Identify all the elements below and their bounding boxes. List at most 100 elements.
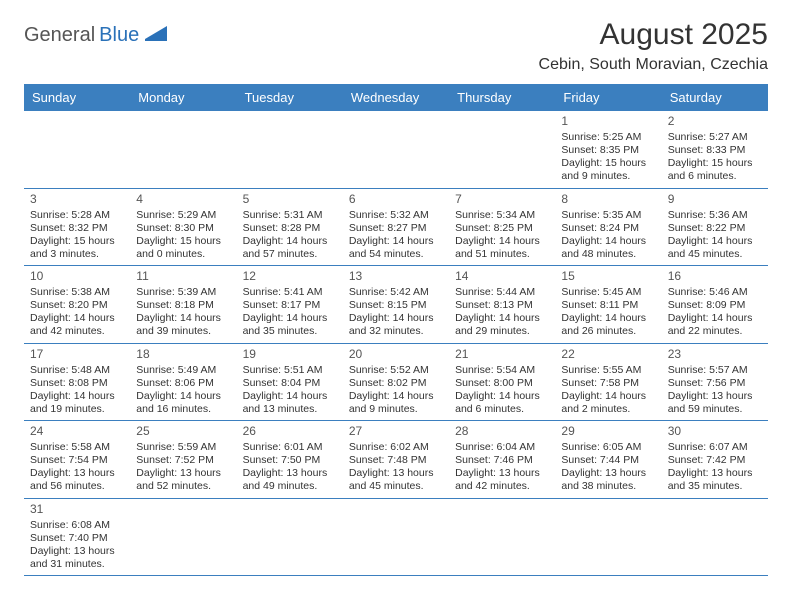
daylight-text: Daylight: 14 hours and 57 minutes. <box>243 235 337 261</box>
sunset-text: Sunset: 8:08 PM <box>30 377 124 390</box>
sunset-text: Sunset: 8:35 PM <box>561 144 655 157</box>
month-title: August 2025 <box>539 18 768 52</box>
day-cell: 24Sunrise: 5:58 AMSunset: 7:54 PMDayligh… <box>24 421 130 498</box>
day-number: 6 <box>349 192 443 207</box>
empty-cell <box>555 499 661 576</box>
day-number: 18 <box>136 347 230 362</box>
daylight-text: Daylight: 14 hours and 48 minutes. <box>561 235 655 261</box>
daylight-text: Daylight: 14 hours and 32 minutes. <box>349 312 443 338</box>
day-cell: 17Sunrise: 5:48 AMSunset: 8:08 PMDayligh… <box>24 344 130 421</box>
sunset-text: Sunset: 8:11 PM <box>561 299 655 312</box>
empty-cell <box>237 111 343 188</box>
daylight-text: Daylight: 14 hours and 35 minutes. <box>243 312 337 338</box>
day-cell: 31Sunrise: 6:08 AMSunset: 7:40 PMDayligh… <box>24 499 130 576</box>
weekday-header: Sunday <box>24 84 130 111</box>
day-number: 22 <box>561 347 655 362</box>
day-cell: 23Sunrise: 5:57 AMSunset: 7:56 PMDayligh… <box>662 344 768 421</box>
weekday-header: Tuesday <box>237 84 343 111</box>
weekday-header: Friday <box>555 84 661 111</box>
daylight-text: Daylight: 14 hours and 2 minutes. <box>561 390 655 416</box>
day-number: 14 <box>455 269 549 284</box>
day-number: 20 <box>349 347 443 362</box>
weekday-header-row: Sunday Monday Tuesday Wednesday Thursday… <box>24 84 768 111</box>
day-number: 19 <box>243 347 337 362</box>
page-header: GeneralBlue August 2025 Cebin, South Mor… <box>24 18 768 74</box>
empty-cell <box>449 111 555 188</box>
sunset-text: Sunset: 8:32 PM <box>30 222 124 235</box>
day-cell: 9Sunrise: 5:36 AMSunset: 8:22 PMDaylight… <box>662 189 768 266</box>
daylight-text: Daylight: 15 hours and 6 minutes. <box>668 157 762 183</box>
weekday-header: Wednesday <box>343 84 449 111</box>
sunset-text: Sunset: 7:44 PM <box>561 454 655 467</box>
sunset-text: Sunset: 8:18 PM <box>136 299 230 312</box>
day-cell: 3Sunrise: 5:28 AMSunset: 8:32 PMDaylight… <box>24 189 130 266</box>
daylight-text: Daylight: 13 hours and 31 minutes. <box>30 545 124 571</box>
sunrise-text: Sunrise: 6:08 AM <box>30 519 124 532</box>
logo-text-general: General <box>24 24 95 47</box>
sunrise-text: Sunrise: 5:31 AM <box>243 209 337 222</box>
daylight-text: Daylight: 13 hours and 59 minutes. <box>668 390 762 416</box>
sunset-text: Sunset: 8:02 PM <box>349 377 443 390</box>
day-number: 10 <box>30 269 124 284</box>
day-cell: 2Sunrise: 5:27 AMSunset: 8:33 PMDaylight… <box>662 111 768 188</box>
empty-cell <box>237 499 343 576</box>
sunrise-text: Sunrise: 5:54 AM <box>455 364 549 377</box>
day-number: 23 <box>668 347 762 362</box>
sunrise-text: Sunrise: 6:05 AM <box>561 441 655 454</box>
day-number: 11 <box>136 269 230 284</box>
daylight-text: Daylight: 13 hours and 38 minutes. <box>561 467 655 493</box>
week-row: 31Sunrise: 6:08 AMSunset: 7:40 PMDayligh… <box>24 499 768 577</box>
sunrise-text: Sunrise: 5:45 AM <box>561 286 655 299</box>
day-cell: 28Sunrise: 6:04 AMSunset: 7:46 PMDayligh… <box>449 421 555 498</box>
sunset-text: Sunset: 7:46 PM <box>455 454 549 467</box>
day-cell: 7Sunrise: 5:34 AMSunset: 8:25 PMDaylight… <box>449 189 555 266</box>
empty-cell <box>343 499 449 576</box>
empty-cell <box>343 111 449 188</box>
sunrise-text: Sunrise: 5:28 AM <box>30 209 124 222</box>
week-row: 3Sunrise: 5:28 AMSunset: 8:32 PMDaylight… <box>24 189 768 267</box>
weekday-header: Saturday <box>662 84 768 111</box>
week-row: 24Sunrise: 5:58 AMSunset: 7:54 PMDayligh… <box>24 421 768 499</box>
day-cell: 11Sunrise: 5:39 AMSunset: 8:18 PMDayligh… <box>130 266 236 343</box>
sunrise-text: Sunrise: 5:44 AM <box>455 286 549 299</box>
week-row: 10Sunrise: 5:38 AMSunset: 8:20 PMDayligh… <box>24 266 768 344</box>
daylight-text: Daylight: 14 hours and 45 minutes. <box>668 235 762 261</box>
sunset-text: Sunset: 8:24 PM <box>561 222 655 235</box>
day-cell: 8Sunrise: 5:35 AMSunset: 8:24 PMDaylight… <box>555 189 661 266</box>
location-text: Cebin, South Moravian, Czechia <box>539 56 768 74</box>
daylight-text: Daylight: 13 hours and 35 minutes. <box>668 467 762 493</box>
daylight-text: Daylight: 14 hours and 22 minutes. <box>668 312 762 338</box>
daylight-text: Daylight: 15 hours and 3 minutes. <box>30 235 124 261</box>
week-row: 17Sunrise: 5:48 AMSunset: 8:08 PMDayligh… <box>24 344 768 422</box>
day-cell: 20Sunrise: 5:52 AMSunset: 8:02 PMDayligh… <box>343 344 449 421</box>
day-cell: 4Sunrise: 5:29 AMSunset: 8:30 PMDaylight… <box>130 189 236 266</box>
daylight-text: Daylight: 13 hours and 45 minutes. <box>349 467 443 493</box>
day-cell: 21Sunrise: 5:54 AMSunset: 8:00 PMDayligh… <box>449 344 555 421</box>
day-cell: 26Sunrise: 6:01 AMSunset: 7:50 PMDayligh… <box>237 421 343 498</box>
sunset-text: Sunset: 8:30 PM <box>136 222 230 235</box>
sunrise-text: Sunrise: 5:25 AM <box>561 131 655 144</box>
day-number: 1 <box>561 114 655 129</box>
sunrise-text: Sunrise: 5:57 AM <box>668 364 762 377</box>
day-cell: 25Sunrise: 5:59 AMSunset: 7:52 PMDayligh… <box>130 421 236 498</box>
day-number: 25 <box>136 424 230 439</box>
sunrise-text: Sunrise: 5:27 AM <box>668 131 762 144</box>
calendar: Sunday Monday Tuesday Wednesday Thursday… <box>24 84 768 576</box>
day-number: 30 <box>668 424 762 439</box>
day-cell: 30Sunrise: 6:07 AMSunset: 7:42 PMDayligh… <box>662 421 768 498</box>
week-row: 1Sunrise: 5:25 AMSunset: 8:35 PMDaylight… <box>24 111 768 189</box>
daylight-text: Daylight: 14 hours and 13 minutes. <box>243 390 337 416</box>
day-number: 9 <box>668 192 762 207</box>
sunrise-text: Sunrise: 5:59 AM <box>136 441 230 454</box>
empty-cell <box>130 111 236 188</box>
daylight-text: Daylight: 15 hours and 9 minutes. <box>561 157 655 183</box>
sunrise-text: Sunrise: 5:51 AM <box>243 364 337 377</box>
day-number: 17 <box>30 347 124 362</box>
empty-cell <box>24 111 130 188</box>
sunrise-text: Sunrise: 6:02 AM <box>349 441 443 454</box>
sunset-text: Sunset: 7:52 PM <box>136 454 230 467</box>
daylight-text: Daylight: 14 hours and 19 minutes. <box>30 390 124 416</box>
sunset-text: Sunset: 8:22 PM <box>668 222 762 235</box>
sunrise-text: Sunrise: 5:52 AM <box>349 364 443 377</box>
weekday-header: Monday <box>130 84 236 111</box>
